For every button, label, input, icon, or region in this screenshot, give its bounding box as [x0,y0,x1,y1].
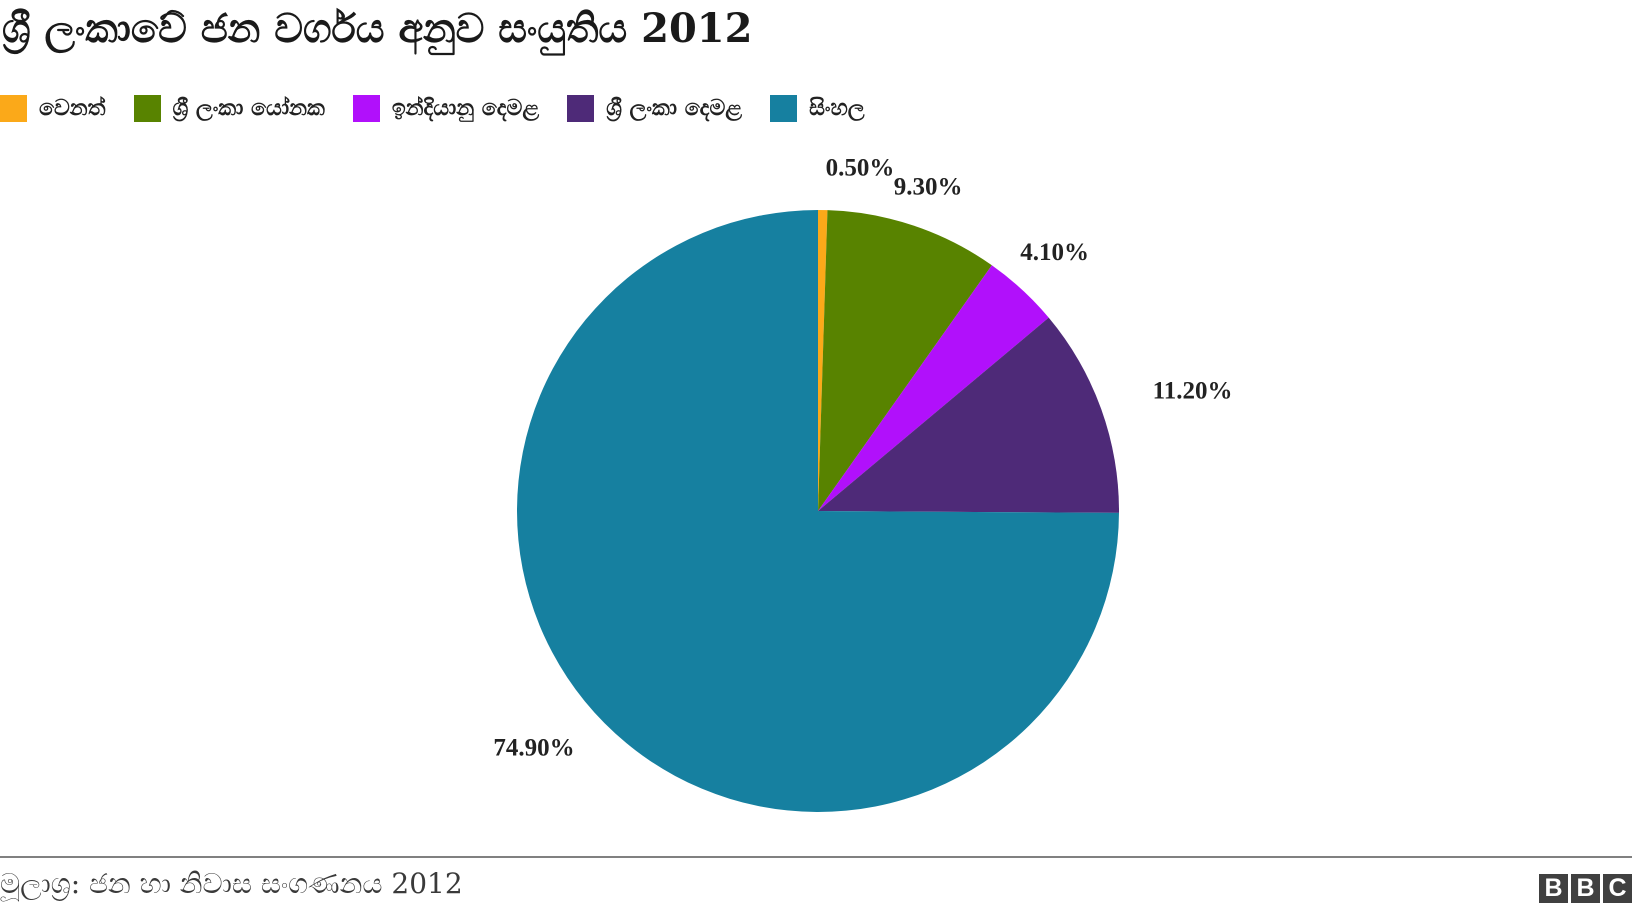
legend-swatch-sri-lankan-moor [133,94,161,122]
pie-slice-sri-lankan-tamil [818,317,1119,513]
pie-slice-other [818,210,828,511]
slice-label-indian-tamil: 4.10% [1020,239,1089,266]
slice-label-sri-lankan-tamil: 11.20% [1153,377,1233,404]
slice-label-other: 0.50% [826,155,895,182]
pie-slice-sinhala [516,210,1119,812]
bbc-logo-letter: B [1539,874,1568,903]
bbc-logo-letter: C [1603,874,1632,903]
bbc-logo-letter: B [1571,874,1600,903]
legend-label-sinhala: සිංහල [809,95,865,121]
legend-label-sri-lankan-moor: ශ්‍රී ලංකා යෝනක [172,95,325,121]
source-note: මූලාශ්‍ර: ජන හා නිවාස සංගණනය 2012 [0,867,463,900]
legend-item-indian-tamil: ඉන්දියානු දෙමළ [352,94,540,122]
legend-label-sri-lankan-tamil: ශ්‍රී ලංකා දෙමළ [606,95,743,121]
pie-slice-sri-lankan-moor [818,210,992,511]
legend-item-other: වෙනත් [0,94,106,122]
legend-item-sri-lankan-moor: ශ්‍රී ලංකා යෝනක [133,94,325,122]
slice-label-sri-lankan-moor: 9.30% [894,173,963,200]
slice-label-sinhala: 74.90% [493,735,574,762]
chart-legend: වෙනත් ශ්‍රී ලංකා යෝනක ඉන්දියානු දෙමළ ශ්‍… [0,88,893,128]
chart-title: ශ්‍රී ලංකාවේ ජන වර්ගය අනුව සංයුතිය 2012 [2,5,753,52]
legend-swatch-sri-lankan-tamil [567,94,595,122]
pie-slice-indian-tamil [818,265,1049,511]
bbc-logo: B B C [1536,874,1632,903]
legend-item-sri-lankan-tamil: ශ්‍රී ලංකා දෙමළ [567,94,743,122]
legend-label-indian-tamil: ඉන්දියානු දෙමළ [391,95,540,121]
legend-swatch-other [0,94,27,122]
footer-divider [0,856,1632,858]
legend-item-sinhala: සිංහල [770,94,865,122]
legend-swatch-indian-tamil [352,94,380,122]
pie-chart: 0.50%9.30% 4.10% 11.20% 74.90% [493,155,1233,812]
legend-swatch-sinhala [770,94,798,122]
legend-label-other: වෙනත් [39,95,106,121]
